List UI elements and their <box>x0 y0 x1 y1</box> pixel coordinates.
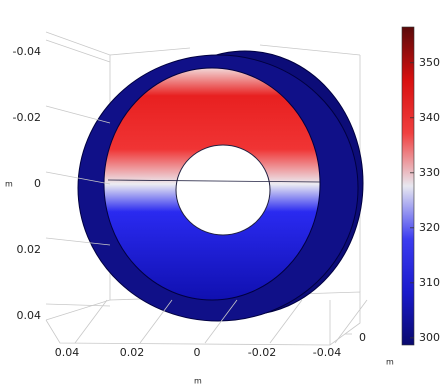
colorbar-tick-label: 350 <box>419 56 440 69</box>
grid-line <box>45 105 111 124</box>
y-tick-label: 0.02 <box>17 243 42 256</box>
colorbar <box>401 26 415 346</box>
z-axis-label: m <box>386 358 394 367</box>
grid-line <box>45 39 111 63</box>
colorbar-tick-label: 320 <box>419 221 440 234</box>
y-tick-label: -0.04 <box>13 45 41 58</box>
colorbar-tick-label: 310 <box>419 276 440 289</box>
grid-line <box>45 237 111 246</box>
grid-line <box>204 299 238 344</box>
grid-line <box>74 299 108 344</box>
grid-line <box>269 299 303 344</box>
grid-line <box>45 171 111 185</box>
colorbar-tick-label: 330 <box>419 166 440 179</box>
surface-plot <box>77 50 364 322</box>
y-axis-label: m <box>5 180 13 189</box>
grid-line <box>139 299 173 344</box>
axes: -0.04 -0.02 0 0.02 0.04 0.04 0.02 0 -0.02 -0.04 0 <box>13 39 368 359</box>
x-axis-label: m <box>194 377 202 386</box>
grid-line <box>334 299 368 344</box>
y-tick-label: 0 <box>34 177 41 190</box>
colorbar-tick-label: 340 <box>419 111 440 124</box>
y-tick-label: -0.02 <box>13 111 41 124</box>
x-tick-label: 0 <box>194 346 201 359</box>
grid-line <box>45 303 111 307</box>
x-tick-label: 0.04 <box>55 346 80 359</box>
y-tick-label: 0.04 <box>17 309 42 322</box>
x-tick-label: -0.02 <box>248 346 276 359</box>
z-tick-label: 0 <box>359 331 366 344</box>
x-tick-label: -0.04 <box>313 346 341 359</box>
x-tick-label: 0.02 <box>120 346 145 359</box>
colorbar-tick-label: 300 <box>419 331 440 344</box>
